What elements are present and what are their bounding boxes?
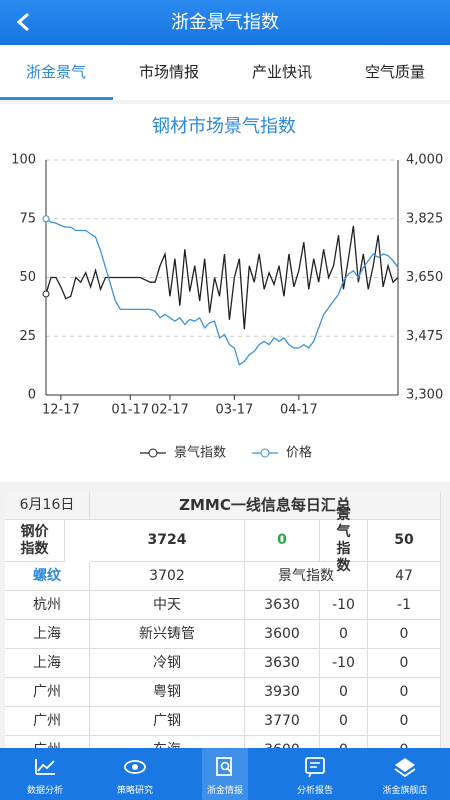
table-cell: 广州 [5, 707, 90, 736]
table-cell: -10 [320, 649, 368, 678]
table-cell: 0 [368, 736, 441, 748]
table-cell: 中天 [90, 591, 245, 620]
legend-marker [148, 448, 158, 458]
table-cell: 0 [320, 620, 368, 649]
legend-label: 景气指数 [174, 445, 226, 461]
legend-item: 景气指数 [140, 445, 226, 461]
y2-tick-label: 3,300 [406, 388, 443, 403]
table-cell: 0 [368, 678, 441, 707]
header: 浙金景气指数 [0, 0, 450, 45]
x-tick-label: 01-17 [111, 403, 149, 418]
chart: 钢材市场景气指数 0 25 50 75 100 3,300 3,475 3,650 3,825 4… [11, 116, 443, 461]
table-cell: 景气指数 [320, 507, 368, 574]
tab-bar: 浙金景气 市场情报 产业快讯 空气质量 [0, 45, 450, 100]
chart-card: 钢材市场景气指数 0 25 50 75 100 3,300 3,475 3,650 3,825 4… [0, 104, 450, 482]
tab-indicator [0, 97, 113, 100]
point-marker [42, 290, 50, 298]
nav-icon [35, 759, 55, 775]
y2-tick-label: 4,000 [406, 153, 443, 168]
x-tick-label: 03-17 [216, 403, 254, 418]
summary-table: 6月16日ZMMC一线信息每日汇总钢价指数37240景气指数50螺纹3702景气… [5, 492, 441, 748]
chart-title: 钢材市场景气指数 [152, 116, 296, 137]
table-cell: 47 [368, 562, 441, 591]
tab[interactable]: 空气质量 [364, 63, 425, 81]
y-tick-label: 0 [28, 388, 36, 403]
table-cell: 3600 [245, 620, 320, 649]
nav-label: 策略研究 [116, 786, 153, 796]
bottom-nav: 数据分析 策略研究 浙金情报 分析报告 浙金旗舰店 [0, 748, 450, 800]
nav-label: 浙金旗舰店 [382, 786, 428, 796]
table-cell: 0 [320, 707, 368, 736]
table-cell: 3724 [90, 520, 245, 562]
table-cell: 6月16日 [5, 492, 90, 520]
nav-label: 分析报告 [296, 786, 333, 796]
nav-item[interactable]: 数据分析 [0, 748, 90, 800]
table-cell: 50 [368, 520, 441, 562]
series-line [45, 225, 399, 330]
y-tick-label: 25 [19, 329, 36, 344]
table-cell: 0 [320, 678, 368, 707]
y2-tick-label: 3,475 [406, 329, 443, 344]
table-cell: 0 [368, 707, 441, 736]
table-cell: 粤钢 [90, 678, 245, 707]
legend-label: 价格 [286, 445, 312, 461]
tab[interactable]: 产业快讯 [251, 63, 312, 81]
table-cell: 3930 [245, 678, 320, 707]
nav-icon [216, 757, 232, 776]
x-tick-label: 04-17 [280, 403, 318, 418]
header-title: 浙金景气指数 [171, 12, 279, 33]
y-tick-label: 50 [19, 270, 36, 285]
nav-item[interactable]: 策略研究 [90, 748, 180, 800]
tab[interactable]: 市场情报 [138, 63, 199, 81]
nav-item[interactable]: 浙金情报 [202, 748, 248, 800]
y-tick-label: 75 [19, 211, 36, 226]
table-cell: 杭州 [5, 591, 90, 620]
y2-tick-label: 3,650 [406, 270, 443, 285]
nav-item[interactable]: 浙金旗舰店 [360, 748, 450, 800]
nav-icon [124, 760, 146, 774]
legend-item: 价格 [252, 445, 312, 461]
nav-label: 数据分析 [26, 786, 63, 796]
nav-icon [394, 758, 416, 778]
table-cell: 0 [368, 620, 441, 649]
x-tick-label: 02-17 [151, 403, 189, 418]
table-cell: ZMMC一线信息每日汇总 [90, 492, 441, 520]
table-cell: 冷钢 [90, 649, 245, 678]
table-cell: 广州 [5, 678, 90, 707]
table-cell: 0 [320, 736, 368, 748]
table-cell: 3600 [245, 736, 320, 748]
nav-label: 浙金情报 [206, 786, 243, 796]
table-cell: 钢价指数 [5, 520, 65, 562]
x-tick-label: 12-17 [42, 403, 80, 418]
nav-icon [305, 757, 325, 778]
table-cell: 0 [368, 649, 441, 678]
table-cell: 上海 [5, 649, 90, 678]
back-button[interactable] [14, 12, 34, 32]
table-cell: -1 [368, 591, 441, 620]
table-cell: 3770 [245, 707, 320, 736]
table-cell: 3630 [245, 591, 320, 620]
nav-item[interactable]: 分析报告 [270, 748, 360, 800]
table-cell: 新兴铸管 [90, 620, 245, 649]
table-cell: 东海 [90, 736, 245, 748]
table-cell: 螺纹 [5, 562, 90, 591]
point-marker [42, 215, 50, 223]
legend-marker [260, 448, 270, 458]
y2-tick-label: 3,825 [406, 211, 443, 226]
table-cell: 广钢 [90, 707, 245, 736]
table-cell: 0 [245, 520, 320, 562]
table-cell: 3702 [90, 562, 245, 591]
table-cell: 广州 [5, 736, 90, 748]
table-cell: 上海 [5, 620, 90, 649]
table-cell: 3630 [245, 649, 320, 678]
table-cell: -10 [320, 591, 368, 620]
y-tick-label: 100 [11, 153, 36, 168]
series-line [45, 218, 399, 366]
tab[interactable]: 浙金景气 [25, 63, 86, 81]
table-cell: 景气指数 [245, 562, 368, 591]
